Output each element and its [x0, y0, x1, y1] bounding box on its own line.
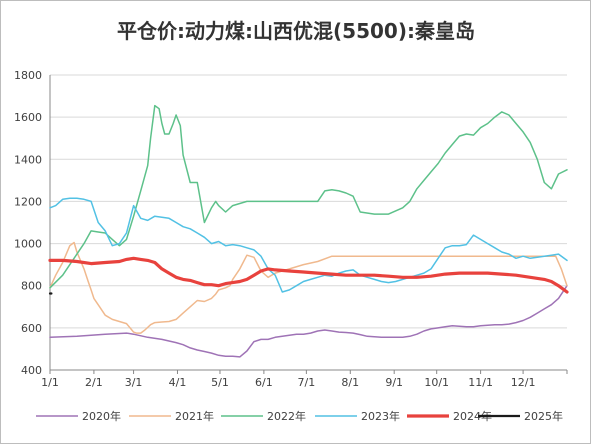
x-tick-label: 7/1: [298, 376, 316, 389]
x-tick-label: 9/1: [385, 376, 403, 389]
x-tick-label: 4/1: [169, 376, 187, 389]
y-tick-label: 1600: [14, 111, 42, 124]
x-tick-label: 1/1: [41, 376, 59, 389]
chart-title: 平仓价:动力煤:山西优混(5500):秦皇岛: [117, 19, 475, 43]
legend-label: 2022年: [267, 409, 306, 423]
x-tick-labels: 1/1 2/1 3/1 4/1 5/1 6/1 7/1 8/1 9/1 10/1 11/1 12/1: [41, 376, 535, 389]
y-tick-label: 1200: [14, 195, 42, 208]
y-tick-label: 1400: [14, 153, 42, 166]
series-line-3: [49, 104, 568, 289]
series-line-1: [49, 284, 568, 358]
x-tick-label: 5/1: [211, 376, 229, 389]
x-tick-label: 8/1: [341, 376, 359, 389]
legend-label: 2020年: [82, 409, 121, 423]
legend-label: 2025年: [524, 409, 563, 423]
series-line-2: [49, 241, 568, 334]
axes: [49, 75, 568, 374]
y-tick-label: 1800: [14, 69, 42, 82]
x-tick-label: 10/1: [424, 376, 449, 389]
legend-label: 2024年: [453, 409, 492, 423]
y-tick-labels: 400 600 800 1000 1200 1400 1600 1800: [14, 69, 42, 377]
x-tick-label: 11/1: [468, 376, 493, 389]
series-lines: [48, 104, 569, 358]
legend-label: 2021年: [175, 409, 214, 423]
y-tick-label: 1000: [14, 238, 42, 251]
series-line-4: [49, 197, 568, 293]
legend-label: 2023年: [361, 409, 400, 423]
y-tick-label: 400: [21, 364, 42, 377]
y-tick-label: 600: [21, 322, 42, 335]
x-tick-label: 3/1: [125, 376, 143, 389]
legend: 2020年 2021年 2022年 2023年 2024年 2025年: [36, 409, 563, 423]
series-line-5: [48, 256, 569, 294]
x-tick-label: 6/1: [255, 376, 273, 389]
x-tick-label: 2/1: [85, 376, 103, 389]
y-tick-label: 800: [21, 280, 42, 293]
x-tick-label: 12/1: [511, 376, 536, 389]
